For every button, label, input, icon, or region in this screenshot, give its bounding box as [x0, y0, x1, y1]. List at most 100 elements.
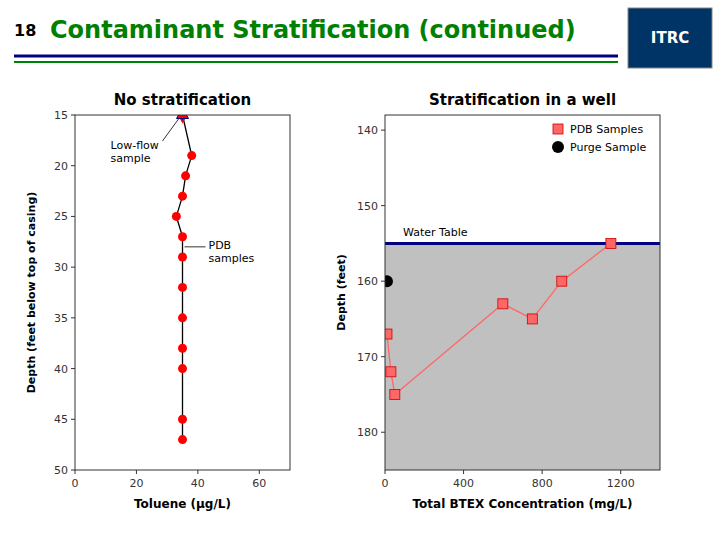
x-tick-label: 800	[532, 477, 553, 490]
plot-frame	[385, 115, 660, 470]
data-point	[178, 364, 187, 373]
y-tick	[71, 470, 75, 471]
y-tick-label: 45	[54, 413, 68, 426]
x-tick-label: 40	[191, 477, 205, 490]
x-tick-label: 0	[382, 477, 389, 490]
data-point	[181, 171, 190, 180]
data-point	[390, 389, 400, 399]
data-point	[386, 367, 396, 377]
y-tick	[381, 432, 385, 433]
x-tick	[259, 470, 260, 474]
y-tick-label: 160	[357, 275, 378, 288]
y-axis-label: Depth (feet)	[335, 254, 348, 330]
y-tick-label: 25	[54, 210, 68, 223]
text-line: PDB	[209, 239, 232, 252]
y-tick	[71, 165, 75, 166]
data-point	[557, 276, 567, 286]
y-tick	[71, 267, 75, 268]
series-line	[176, 115, 191, 440]
data-point	[178, 313, 187, 322]
data-point	[385, 329, 392, 339]
annotation: PDBsamples	[209, 239, 255, 265]
text-line: sample	[111, 152, 151, 165]
plot-area	[75, 115, 290, 470]
logo-text: ITRC	[651, 29, 689, 47]
x-tick-label: 20	[129, 477, 143, 490]
water-table-label: Water Table	[403, 226, 468, 239]
marker-part	[177, 115, 189, 119]
x-tick	[136, 470, 137, 474]
y-tick-label: 170	[357, 351, 378, 364]
data-point	[527, 314, 537, 324]
x-axis-label: Total BTEX Concentration (mg/L)	[413, 497, 633, 511]
data-point	[606, 238, 616, 248]
logo-box	[628, 8, 712, 68]
plot-frame	[75, 115, 290, 470]
x-axis-label: Toluene (μg/L)	[134, 497, 231, 511]
data-point	[178, 344, 187, 353]
legend-symbol	[553, 124, 563, 134]
y-tick-label: 50	[54, 464, 68, 477]
y-tick-label: 30	[54, 261, 68, 274]
annotation-connector	[163, 119, 179, 141]
y-tick-label: 40	[54, 363, 68, 376]
y-tick	[381, 281, 385, 282]
data-point	[178, 232, 187, 241]
y-tick	[381, 130, 385, 131]
header-line	[14, 61, 618, 63]
text-line: samples	[209, 252, 255, 265]
data-point	[172, 212, 181, 221]
legend-symbol	[552, 141, 564, 153]
chart: 0 20 40 60 15 20 25 30 35 40 45 50 No stratification…	[25, 91, 290, 511]
data-point	[187, 151, 196, 160]
data-point	[178, 415, 187, 424]
y-tick-label: 15	[54, 109, 68, 122]
data-point	[498, 299, 508, 309]
text-line: Low-flow	[111, 139, 159, 152]
saturated-zone	[385, 243, 660, 470]
y-tick-label: 35	[54, 312, 68, 325]
x-tick	[620, 470, 621, 474]
plot-area	[385, 115, 660, 470]
y-tick	[71, 115, 75, 116]
y-tick-label: 20	[54, 160, 68, 173]
data-point	[178, 192, 187, 201]
x-tick-label: 1200	[607, 477, 635, 490]
data-point	[385, 275, 393, 287]
x-tick	[385, 470, 386, 474]
y-tick-label: 150	[357, 200, 378, 213]
legend: PDB Samples Purge Sample	[552, 123, 646, 154]
y-tick	[71, 419, 75, 420]
x-tick	[463, 470, 464, 474]
slide-title: Contaminant Stratification (continued)	[50, 16, 576, 44]
x-tick-label: 0	[72, 477, 79, 490]
x-tick-label: 400	[453, 477, 474, 490]
y-tick-label: 140	[357, 124, 378, 137]
data-point	[177, 115, 189, 122]
chart-title: No stratification	[114, 91, 251, 109]
annotation-connector	[185, 246, 206, 247]
data-point	[178, 283, 187, 292]
x-tick	[75, 470, 76, 474]
header-line	[14, 55, 618, 58]
y-axis-label: Depth (feet below top of casing)	[25, 192, 38, 394]
plot-marks	[172, 115, 196, 444]
y-tick-label: 180	[357, 426, 378, 439]
legend-label: PDB Samples	[570, 123, 643, 136]
chart-title: Stratification in a well	[429, 91, 616, 109]
plot-marks	[385, 238, 660, 470]
y-tick	[71, 368, 75, 369]
water-table-line	[385, 242, 660, 245]
x-tick-label: 60	[252, 477, 266, 490]
data-point	[178, 253, 187, 262]
y-tick	[381, 205, 385, 206]
y-tick	[71, 317, 75, 318]
data-point	[178, 435, 187, 444]
series-line	[387, 243, 611, 394]
x-tick	[542, 470, 543, 474]
slide: 18Contaminant Stratification (continued)…	[0, 0, 720, 540]
x-tick	[197, 470, 198, 474]
legend-label: Purge Sample	[570, 141, 646, 154]
annotation: Low-flowsample	[111, 139, 159, 165]
chart: 0 400 800 1200 140 150 160 170 180 Stratification…	[335, 91, 660, 511]
